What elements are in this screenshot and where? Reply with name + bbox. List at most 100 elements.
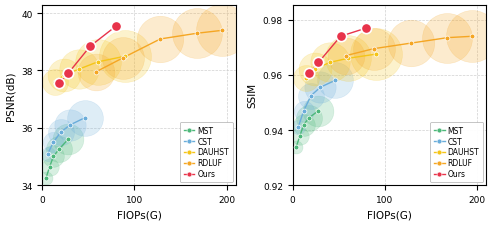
Point — [122, 55, 129, 59]
Point — [306, 72, 313, 76]
Point — [66, 124, 74, 127]
Point — [370, 48, 378, 51]
Point — [342, 54, 350, 58]
Point — [64, 72, 72, 76]
Point — [307, 94, 315, 98]
Point — [468, 35, 476, 39]
Point — [302, 76, 309, 80]
Point — [363, 27, 370, 31]
Point — [314, 109, 322, 113]
Point — [50, 155, 58, 159]
Point — [51, 81, 59, 84]
Point — [92, 71, 100, 74]
Point — [61, 74, 68, 77]
Point — [331, 79, 339, 83]
Point — [81, 117, 89, 120]
Point — [314, 61, 322, 65]
Point — [300, 123, 308, 127]
Point — [306, 72, 313, 76]
X-axis label: FIOPs(G): FIOPs(G) — [367, 209, 412, 219]
Point — [326, 61, 334, 65]
Point — [443, 37, 451, 40]
Point — [156, 38, 164, 42]
Point — [292, 145, 300, 149]
Point — [86, 45, 94, 49]
Point — [337, 35, 344, 39]
Point — [363, 27, 370, 31]
Point — [407, 42, 415, 46]
Legend: MST, CST, DAUHST, RDLUF, Ours: MST, CST, DAUHST, RDLUF, Ours — [430, 122, 483, 182]
Point — [93, 61, 101, 64]
Point — [75, 68, 83, 72]
Point — [370, 48, 378, 51]
Point — [294, 126, 302, 130]
Point — [371, 53, 379, 57]
Point — [64, 72, 72, 76]
Point — [193, 32, 201, 36]
Point — [468, 35, 476, 39]
Point — [193, 32, 201, 36]
Point — [331, 79, 339, 83]
Legend: MST, CST, DAUHST, RDLUF, Ours: MST, CST, DAUHST, RDLUF, Ours — [180, 122, 233, 182]
Point — [64, 138, 72, 142]
Point — [311, 68, 319, 72]
Y-axis label: PSNR(dB): PSNR(dB) — [5, 71, 16, 120]
Point — [55, 148, 63, 151]
Point — [314, 61, 322, 65]
Point — [307, 94, 315, 98]
Point — [300, 109, 308, 113]
X-axis label: FIOPs(G): FIOPs(G) — [117, 209, 161, 219]
Point — [44, 152, 52, 156]
Point — [66, 124, 74, 127]
Point — [64, 138, 72, 142]
Point — [326, 61, 334, 65]
Point — [292, 145, 300, 149]
Point — [296, 134, 304, 138]
Point — [81, 117, 89, 120]
Point — [46, 165, 54, 169]
Point — [122, 55, 129, 59]
Point — [112, 25, 120, 29]
Point — [218, 29, 226, 33]
Point — [218, 29, 226, 33]
Point — [344, 57, 352, 61]
Point — [75, 68, 83, 72]
Point — [300, 123, 308, 127]
Point — [50, 155, 58, 159]
Point — [120, 56, 127, 60]
Point — [55, 82, 63, 86]
Point — [42, 176, 50, 180]
Point — [156, 38, 164, 42]
Point — [443, 37, 451, 40]
Point — [294, 126, 302, 130]
Point — [46, 165, 54, 169]
Point — [296, 134, 304, 138]
Point — [61, 74, 68, 77]
Point — [337, 35, 344, 39]
Point — [344, 57, 352, 61]
Point — [371, 53, 379, 57]
Point — [342, 54, 350, 58]
Y-axis label: SSIM: SSIM — [247, 83, 257, 108]
Point — [57, 131, 64, 134]
Point — [50, 141, 58, 144]
Point — [51, 81, 59, 84]
Point — [55, 148, 63, 151]
Point — [55, 82, 63, 86]
Point — [93, 61, 101, 64]
Point — [316, 86, 324, 90]
Point — [42, 176, 50, 180]
Point — [314, 109, 322, 113]
Point — [50, 141, 58, 144]
Point — [300, 109, 308, 113]
Point — [306, 116, 313, 120]
Point — [120, 56, 127, 60]
Point — [407, 42, 415, 46]
Point — [44, 152, 52, 156]
Point — [311, 68, 319, 72]
Point — [92, 71, 100, 74]
Point — [57, 131, 64, 134]
Point — [86, 45, 94, 49]
Point — [112, 25, 120, 29]
Point — [306, 116, 313, 120]
